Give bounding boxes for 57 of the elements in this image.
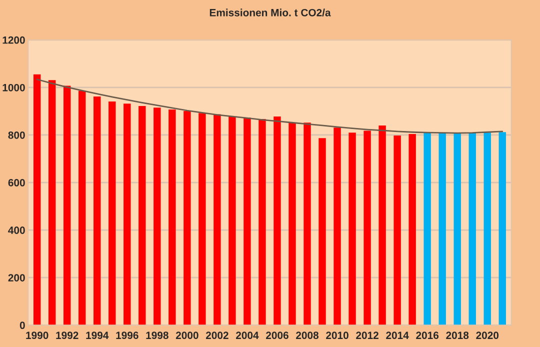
- y-tick-label: 600: [8, 179, 25, 186]
- x-tick-label: 1996: [116, 332, 138, 340]
- chart-title: Emissionen Mio. t CO2/a: [210, 8, 331, 16]
- bar: [33, 74, 41, 326]
- y-tick-label: 1000: [2, 84, 25, 92]
- x-tick-label: 2014: [386, 332, 409, 340]
- x-tick-label: 2000: [176, 332, 198, 340]
- bar: [424, 132, 431, 326]
- bar: [168, 110, 176, 326]
- bar: [318, 138, 326, 326]
- bar: [274, 116, 281, 326]
- x-tick-label: 2020: [476, 332, 499, 340]
- x-tick-label: 2002: [206, 332, 228, 340]
- x-tick-label: 2016: [416, 332, 439, 340]
- bar: [304, 122, 311, 326]
- x-tick-label: 1994: [86, 332, 109, 340]
- x-tick-label: 1992: [56, 332, 78, 340]
- bar: [198, 113, 206, 326]
- x-tick-label: 2008: [296, 332, 319, 340]
- bar: [138, 106, 146, 326]
- bar: [244, 118, 251, 326]
- bar: [348, 132, 356, 326]
- y-tick-label: 0: [20, 322, 25, 330]
- bar: [184, 110, 191, 326]
- bar: [108, 101, 116, 326]
- x-tick-label: 2004: [236, 332, 259, 340]
- bar: [78, 90, 86, 326]
- bar: [484, 132, 491, 326]
- x-tick-label: 2010: [326, 332, 348, 340]
- y-tick-label: 800: [8, 131, 25, 139]
- bar: [438, 132, 446, 326]
- x-tick-label: 2006: [266, 332, 288, 340]
- bar: [378, 125, 386, 326]
- x-tick-label: 2018: [446, 332, 469, 340]
- bar: [498, 132, 506, 326]
- bar: [258, 119, 266, 326]
- x-tick-label: 1998: [146, 332, 168, 340]
- bar: [228, 116, 236, 326]
- bar: [468, 132, 476, 326]
- bar: [288, 122, 296, 326]
- x-tick-label: 2012: [356, 332, 378, 340]
- bar: [48, 80, 56, 326]
- y-tick-label: 400: [8, 226, 25, 234]
- bar: [64, 86, 71, 326]
- bar: [154, 108, 161, 326]
- bar: [94, 96, 101, 326]
- bar: [214, 114, 221, 326]
- y-tick-label: 1200: [2, 36, 25, 44]
- x-tick-label: 1990: [26, 332, 48, 340]
- bar: [454, 132, 461, 326]
- bar: [394, 135, 401, 326]
- line-series: [36, 78, 504, 134]
- bar: [364, 130, 371, 326]
- bar: [408, 134, 416, 326]
- bar: [334, 128, 341, 326]
- bar: [124, 104, 131, 326]
- y-tick-label: 200: [8, 274, 25, 282]
